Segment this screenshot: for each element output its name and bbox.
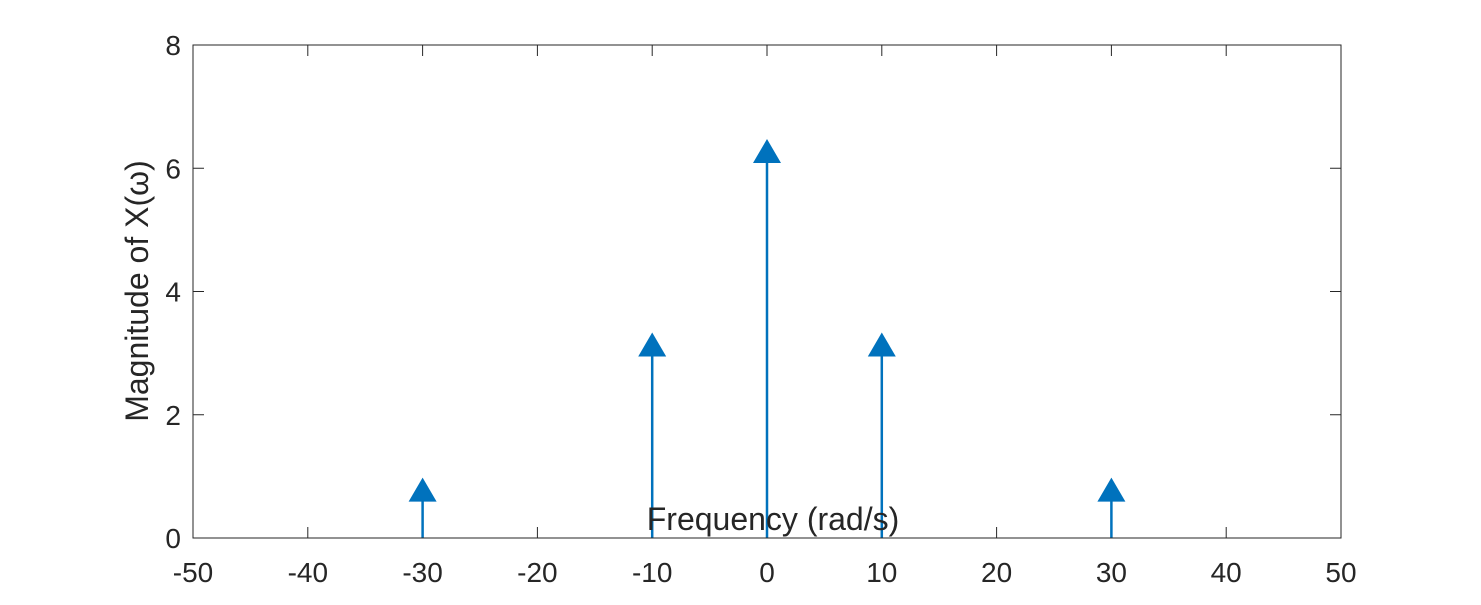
stem-marker-triangle <box>408 477 437 502</box>
y-tick-label: 8 <box>165 30 181 61</box>
stem-marker-triangle <box>638 332 667 357</box>
stem-marker-triangle <box>867 332 896 357</box>
data-stems <box>408 138 1126 538</box>
x-tick-label: 0 <box>759 557 775 588</box>
x-axis-label: Frequency (rad/s) <box>647 501 900 537</box>
axes-box <box>192 44 1342 539</box>
stem-marker-triangle <box>753 138 781 163</box>
x-tick-label: 30 <box>1096 557 1127 588</box>
stem-marker-triangle <box>1097 477 1126 502</box>
y-tick-label: 2 <box>165 400 181 431</box>
x-tick-label: 40 <box>1211 557 1242 588</box>
x-tick-label: -30 <box>402 557 442 588</box>
x-tick-label: -20 <box>517 557 557 588</box>
x-tick-label: -40 <box>288 557 328 588</box>
y-tick-labels: 0 2 4 6 8 <box>165 30 181 554</box>
x-tick-label: -10 <box>632 557 672 588</box>
y-tick-label: 6 <box>165 153 181 184</box>
y-axis-label: Magnitude of X(ω) <box>119 160 155 422</box>
x-tick-labels: -50 -40 -30 -20 -10 0 10 20 30 40 50 <box>173 557 1357 588</box>
x-tick-label: 20 <box>981 557 1012 588</box>
y-tick-label: 4 <box>165 277 181 308</box>
x-tick-label: -50 <box>173 557 213 588</box>
x-tick-label: 10 <box>866 557 897 588</box>
x-tick-label: 50 <box>1325 557 1356 588</box>
y-tick-label: 0 <box>165 523 181 554</box>
